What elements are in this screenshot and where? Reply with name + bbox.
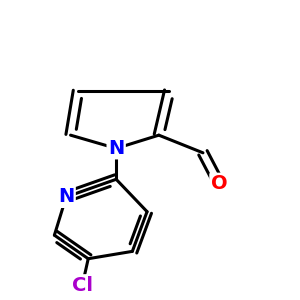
Text: N: N: [108, 139, 124, 158]
Text: Cl: Cl: [72, 276, 93, 295]
Text: O: O: [211, 174, 227, 193]
Text: N: N: [58, 188, 74, 206]
